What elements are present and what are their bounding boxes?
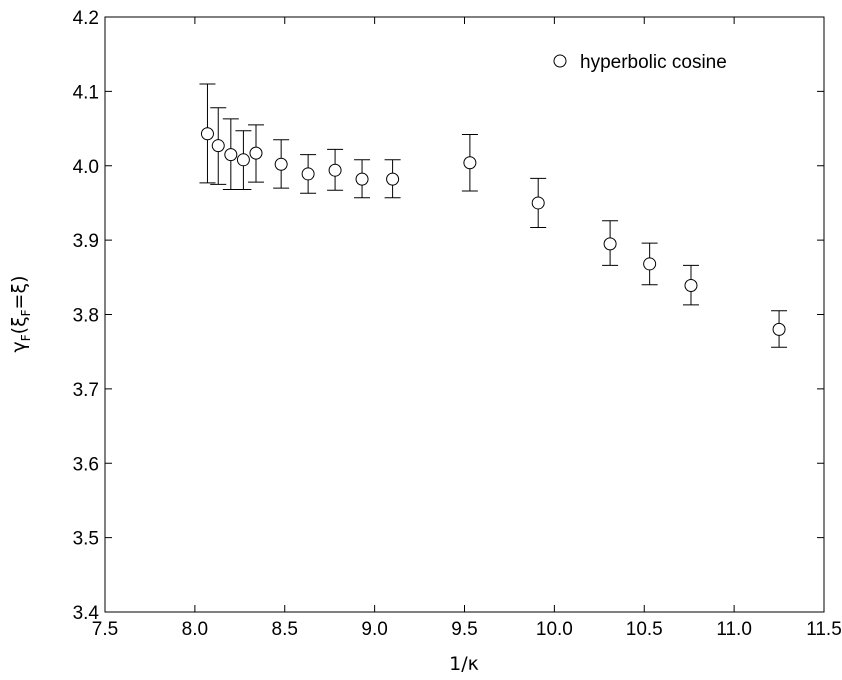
legend-label: hyperbolic cosine xyxy=(580,52,727,73)
x-axis-ticks: 7.5 8.0 8.5 9.0 9.5 10.0 10.5 11.0 11.5 xyxy=(92,17,842,640)
x-tick-label: 10.0 xyxy=(536,619,573,640)
data-point xyxy=(463,156,477,170)
x-tick-label: 11.5 xyxy=(806,619,842,640)
legend: hyperbolic cosine xyxy=(553,52,727,73)
y-tick-label: 4.0 xyxy=(73,157,99,178)
y-axis-title-subscript-2: F xyxy=(19,309,33,316)
y-tick-label: 3.5 xyxy=(73,529,99,550)
y-axis-title-subscript: F xyxy=(19,334,33,341)
x-tick-label: 9.5 xyxy=(451,619,477,640)
y-axis-ticks: 3.4 3.5 3.6 3.7 3.8 3.9 4.0 4.1 4.2 xyxy=(73,8,824,624)
x-tick-label: 11.0 xyxy=(716,619,752,640)
y-tick-label: 3.4 xyxy=(73,603,100,624)
x-tick-label: 7.5 xyxy=(92,619,118,640)
y-axis-title-arg: (ξ xyxy=(8,316,30,334)
data-point xyxy=(772,322,786,336)
data-point xyxy=(211,139,225,153)
y-axis-title-tail: =ξ) xyxy=(8,275,30,309)
y-tick-label: 4.1 xyxy=(73,82,99,103)
data-point xyxy=(236,153,250,167)
data-point xyxy=(386,172,400,186)
data-point xyxy=(224,148,238,162)
y-axis-title: γF(ξF=ξ) xyxy=(8,275,33,352)
data-point xyxy=(301,167,315,181)
data-point xyxy=(274,157,288,171)
y-tick-label: 4.2 xyxy=(73,8,99,29)
x-axis-title: 1/κ xyxy=(449,653,479,675)
y-tick-label: 3.8 xyxy=(73,306,99,327)
data-point xyxy=(249,146,263,160)
y-axis-title-symbol: γ xyxy=(8,341,30,352)
data-point xyxy=(643,257,657,271)
x-tick-label: 8.0 xyxy=(182,619,208,640)
data-point xyxy=(603,237,617,251)
x-tick-label: 10.5 xyxy=(626,619,663,640)
legend-marker xyxy=(553,54,567,68)
y-tick-label: 3.6 xyxy=(73,454,99,475)
data-point xyxy=(355,172,369,186)
y-tick-label: 3.7 xyxy=(73,380,99,401)
data-point xyxy=(200,127,214,141)
x-tick-label: 9.0 xyxy=(361,619,387,640)
data-point xyxy=(684,278,698,292)
x-tick-label: 8.5 xyxy=(272,619,298,640)
plot-frame xyxy=(104,16,825,613)
data-series xyxy=(199,83,788,348)
data-point xyxy=(328,163,342,177)
y-tick-label: 3.9 xyxy=(73,231,99,252)
data-point xyxy=(531,196,545,210)
